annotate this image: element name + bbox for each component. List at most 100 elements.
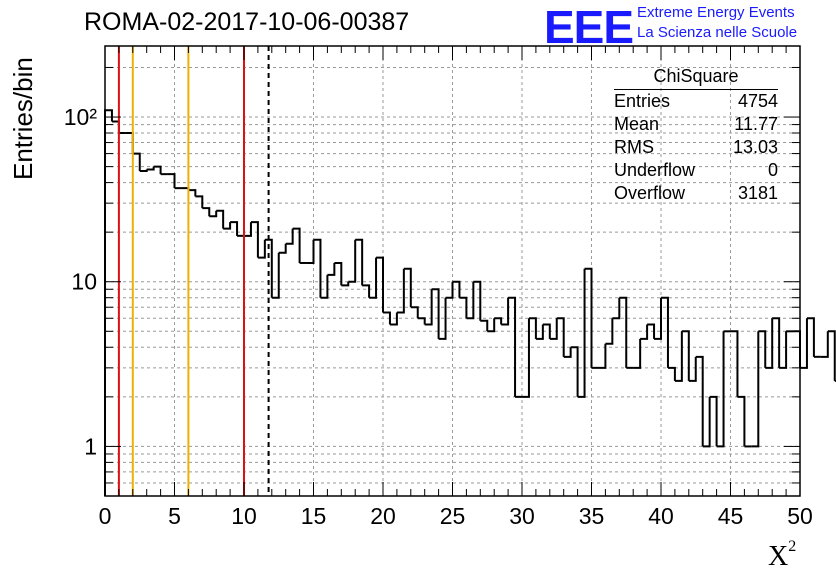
histogram-bin [244,222,252,237]
stats-box: ChiSquare Entries 4754 Mean 11.77 RMS 13… [614,66,778,205]
stats-value: 11.77 [734,114,778,134]
histogram-bin [223,222,232,230]
histogram-bin [751,331,760,448]
stats-label: RMS [614,137,654,157]
histogram-bin [765,318,774,369]
y-tick-label: 10² [64,104,98,130]
histogram-bin [827,330,836,381]
histogram-bin [688,356,697,382]
histogram-bin [577,268,586,398]
histogram-bin [661,296,669,368]
histogram-bin [132,152,141,172]
histogram-bin [167,173,176,189]
histogram-bin [494,317,503,325]
histogram-bin [383,311,391,325]
stats-value: 3181 [737,183,778,203]
x-tick-label: 50 [787,503,813,529]
histogram-bin [410,306,419,319]
histogram-bin [306,239,315,264]
histogram-bin [758,330,767,368]
x-tick-label: 5 [168,503,181,529]
x-tick-label: 45 [718,503,744,529]
histogram-bin [111,120,120,133]
logo-line-1: Extreme Energy Events [637,4,795,21]
histogram-bin [806,317,815,357]
y-tick-label: 10 [71,269,97,295]
x-tick-label: 20 [370,503,396,529]
tick-labels: 0 5 10 15 20 25 30 35 40 45 50 1 10 10² [64,104,813,529]
histogram-bin [334,261,343,286]
histogram-bin [528,317,537,339]
histogram-bin [737,395,746,447]
histogram-bin [271,252,280,299]
histogram-bin [389,312,398,326]
histogram-bin [417,317,426,325]
x-tick-label: 40 [648,503,674,529]
histogram-bin [348,239,357,283]
histogram-bin [431,288,440,339]
logo-line-2: La Scienza nelle Scuole [637,24,798,41]
histogram-bin [473,280,482,321]
histogram-bin [292,227,301,263]
stats-value: 0 [767,160,778,180]
stats-row: Entries 4754 [614,90,778,113]
stats-value: 13.03 [732,137,778,157]
histogram-bin [438,297,447,340]
histogram-bin [278,243,287,254]
histogram-bin [570,346,579,397]
histogram-bin [563,347,572,358]
histogram-bin [153,165,162,175]
stats-row: Mean 11.77 [614,113,778,136]
histogram-bin [709,395,718,447]
histogram-bin [459,296,468,319]
stats-value: 4754 [737,91,778,111]
stats-title: ChiSquare [614,66,778,90]
grid-lines [105,46,800,496]
cut-lines [117,46,270,496]
axis-ticks [104,46,801,497]
histogram-bin [730,330,739,397]
histogram-bin [695,355,704,447]
stats-label: Overflow [614,183,686,203]
histogram-bin [772,317,781,368]
histogram-bin [466,281,475,320]
histogram-bin [195,195,204,209]
histogram-bin [605,318,614,345]
x-tick-label: 35 [579,503,605,529]
histogram-bin [800,318,808,369]
histogram-bin [403,267,412,308]
histogram-bin [501,297,510,326]
histogram-bin [139,169,148,173]
histogram-bin [674,331,683,382]
histogram-bin [452,280,461,298]
histogram-bin [654,297,662,340]
chart-title: ROMA-02-2017-10-06-00387 [84,8,410,36]
histogram-bin [542,323,551,339]
histogram-bin [369,257,378,299]
histogram-bin [612,297,621,320]
histogram-bin [487,318,496,333]
histogram-bin [549,318,558,340]
x-axis-label: X2 [768,538,797,572]
eee-logo: EEE [544,1,634,53]
histogram-bin [285,228,294,245]
histogram-bin [647,323,656,339]
histogram-bin [535,324,544,340]
histogram-bin [556,317,565,357]
histogram-bin [681,330,690,381]
y-axis-label: Entries/bin [8,57,38,180]
stats-label: Mean [614,114,660,134]
histogram-bin [640,324,649,340]
histogram-bin [779,331,788,369]
histogram-bin [320,274,329,299]
histogram-bin [619,296,628,368]
y-tick-label: 1 [84,433,97,459]
stats-label: Underflow [614,160,696,180]
histogram-bin [188,189,197,197]
histogram-bin [424,289,433,326]
histogram-bin [257,239,266,259]
histogram-bin [209,210,218,218]
x-tick-label: 25 [440,503,466,529]
histogram-bin [216,209,225,229]
